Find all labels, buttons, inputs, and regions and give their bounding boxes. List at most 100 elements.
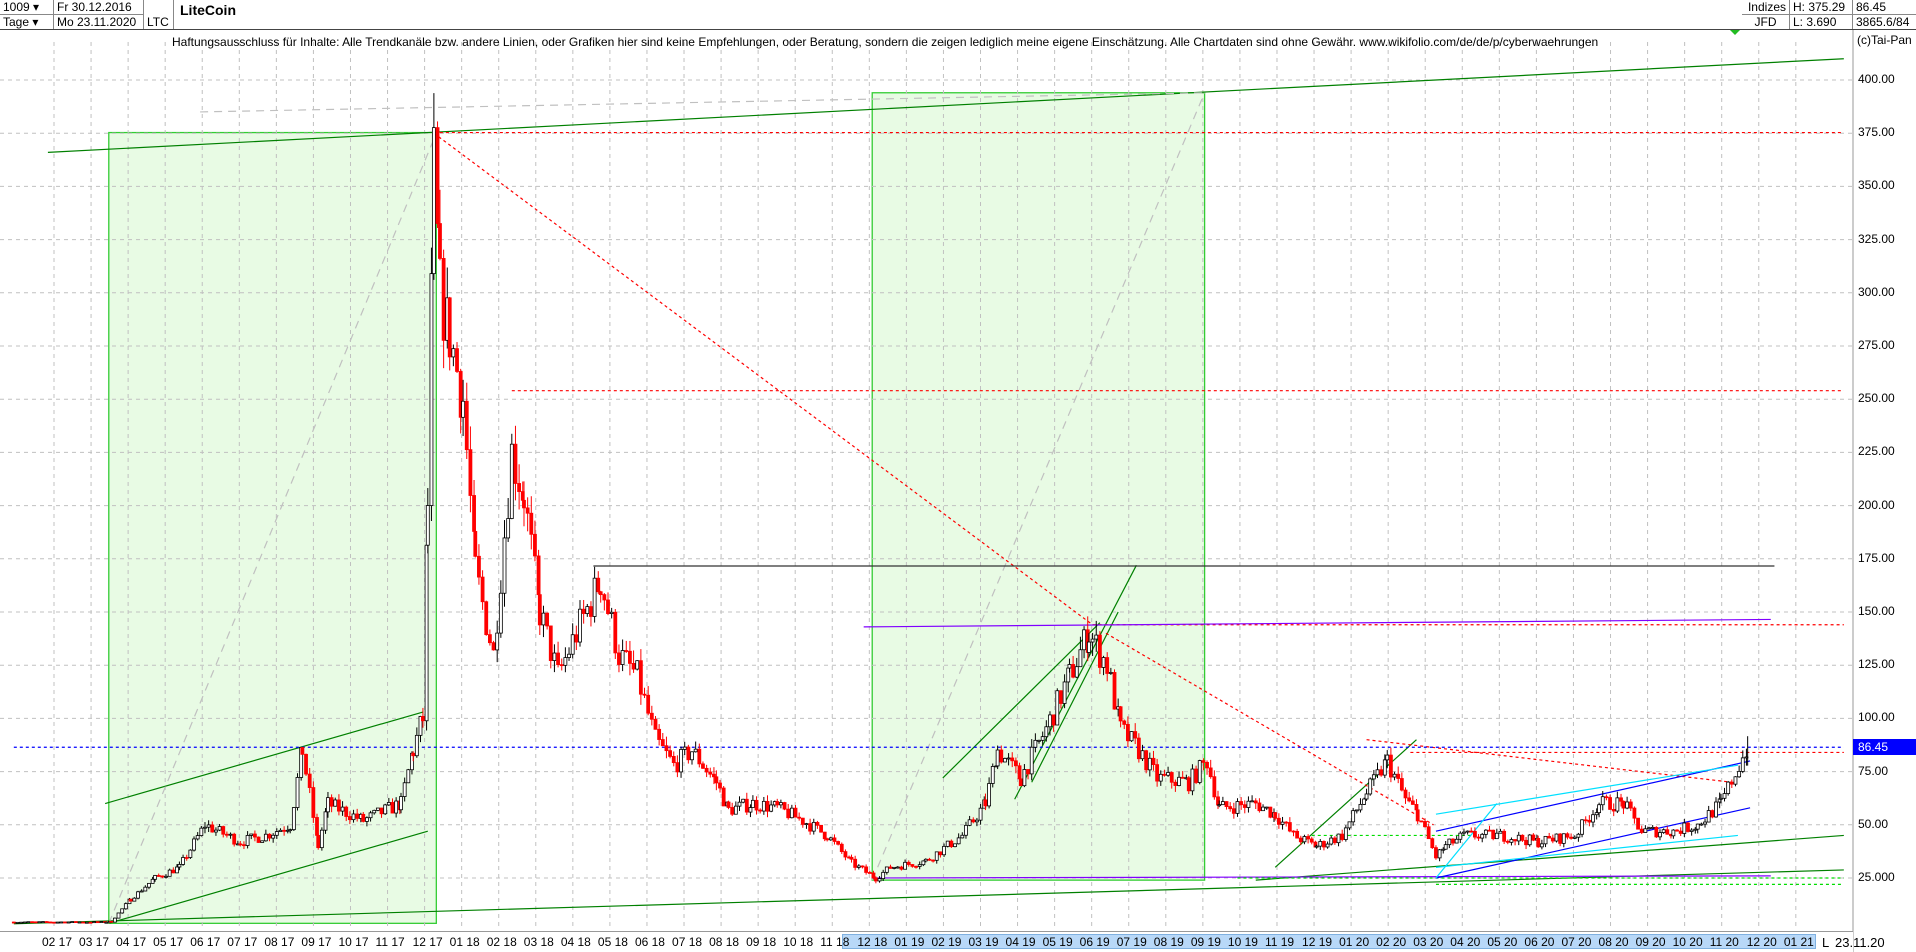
x-tick-label: 12 19 (1302, 935, 1333, 949)
candle-up (1354, 809, 1359, 812)
candle-up (789, 807, 794, 819)
y-tick-label: 150.00 (1858, 604, 1895, 618)
candle-up (1037, 739, 1041, 742)
candle-down (253, 833, 257, 838)
candle-down (464, 400, 469, 451)
candle-down (708, 771, 713, 775)
candle-down (782, 802, 787, 810)
candle-up (1661, 829, 1666, 833)
candle-down (819, 824, 823, 833)
candle-up (1597, 804, 1602, 814)
candle-down (1228, 806, 1233, 810)
candle-up (147, 882, 151, 888)
candle-down (1126, 724, 1130, 742)
candle-up (1480, 833, 1485, 839)
candle-down (1173, 781, 1178, 786)
candle-down (1231, 808, 1236, 814)
bar-count-select[interactable]: 1009 ▾ (0, 0, 54, 15)
candle-up (956, 837, 961, 845)
start-date[interactable]: Fr 30.12.2016 (54, 0, 144, 15)
trend-line (1435, 803, 1498, 879)
candle-down (1186, 777, 1191, 792)
candle-down (1547, 835, 1552, 839)
candle-down (598, 591, 603, 596)
candle-up (136, 891, 140, 899)
candle-up (340, 806, 345, 812)
candle-down (853, 858, 858, 868)
chart-title: LiteCoin (180, 2, 236, 18)
candle-up (761, 800, 766, 812)
candle-down (1520, 834, 1525, 841)
trend-line (104, 711, 424, 805)
end-date[interactable]: Mo 23.11.2020 (54, 15, 144, 30)
volume-value: 3865.6/84 (1853, 15, 1916, 30)
candle-down (1410, 800, 1415, 805)
candle-up (37, 921, 42, 924)
candle-up (495, 632, 500, 651)
candle-up (139, 890, 144, 893)
candle-up (153, 875, 157, 880)
candle-down (1665, 829, 1670, 835)
candle-up (1140, 750, 1145, 760)
candle-down (836, 841, 841, 845)
candle-up (769, 804, 774, 812)
candle-down (825, 838, 830, 841)
candle-down (797, 816, 802, 819)
candle-down (537, 594, 542, 626)
candle-down (307, 773, 312, 788)
x-tick-label: 10 18 (783, 935, 814, 949)
candle-down (559, 664, 564, 667)
candle-down (1332, 837, 1337, 844)
candle-up (1594, 812, 1599, 816)
candle-up (1094, 634, 1099, 640)
candle-up (1347, 821, 1352, 829)
candle-up (1351, 810, 1356, 823)
x-tick-label: 01 20 (1339, 935, 1370, 949)
candle-down (1611, 809, 1616, 812)
candle-down (517, 483, 522, 492)
trend-line (942, 622, 1101, 779)
x-tick-label: 12 17 (412, 935, 443, 949)
candle-down (983, 799, 988, 807)
candle-up (578, 608, 582, 643)
candle-up (1261, 806, 1265, 812)
candle-down (949, 840, 954, 848)
candle-up (1706, 810, 1711, 823)
x-tick-label: 11 20 (1709, 935, 1739, 949)
date-axis[interactable]: 02 17 03 17 04 17 05 17 06 17 07 17 08 17 09 17… (0, 931, 1853, 952)
candle-down (256, 836, 261, 843)
candle-up (1615, 797, 1620, 812)
candle-up (1576, 833, 1581, 838)
candle-up (406, 769, 411, 784)
candle-down (1396, 773, 1401, 779)
candle-up (1302, 836, 1307, 843)
candle-down (525, 507, 530, 514)
candle-up (386, 802, 391, 806)
candle-down (808, 823, 813, 832)
candle-up (856, 865, 861, 868)
candle-up (585, 606, 590, 614)
candle-down (1502, 830, 1507, 842)
candle-down (355, 813, 360, 819)
candle-up (1699, 823, 1704, 826)
candle-down (1242, 804, 1247, 808)
y-tick-label: 25.000 (1858, 870, 1895, 884)
candle-up (741, 798, 746, 803)
x-tick-label: 04 19 (1005, 935, 1036, 949)
period-select[interactable]: Tage ▾ (0, 15, 54, 30)
candle-down (839, 843, 844, 852)
candle-down (653, 718, 658, 730)
visible-range-highlight[interactable] (842, 934, 1816, 949)
x-tick-label: 01 18 (449, 935, 480, 949)
x-tick-label: 04 20 (1450, 935, 1481, 949)
candle-up (206, 824, 211, 828)
candle-down (832, 837, 837, 842)
trend-line (47, 58, 1844, 153)
trend-line (108, 132, 437, 924)
last-value: 86.45 (1853, 0, 1916, 15)
candle-up (175, 866, 179, 874)
candle-down (686, 746, 691, 761)
x-tick-label: 07 18 (672, 935, 703, 949)
trend-line (433, 132, 1093, 626)
candle-up (1498, 830, 1503, 834)
